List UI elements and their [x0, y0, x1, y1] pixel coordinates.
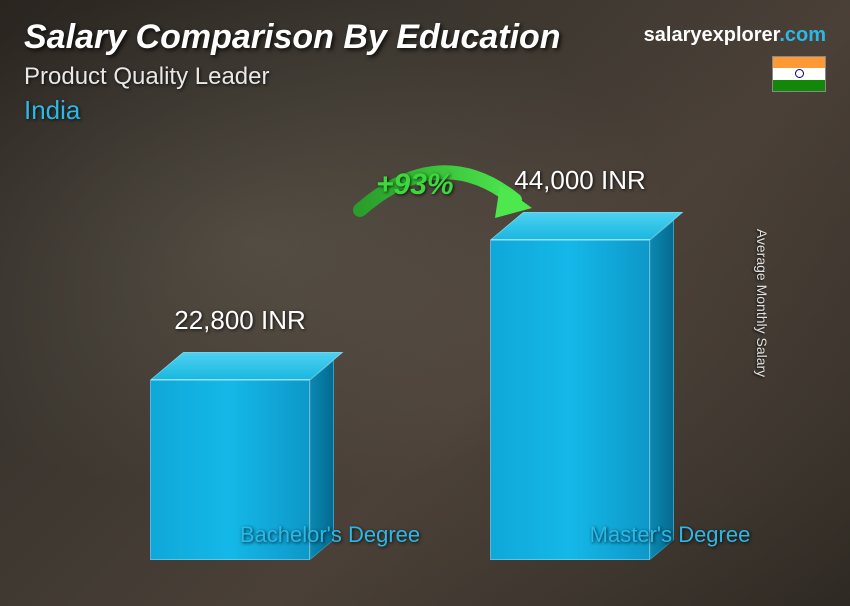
bar-side [650, 220, 674, 560]
brand-logo: salaryexplorer.com [644, 24, 826, 47]
brand-suffix: .com [779, 24, 826, 46]
bar-value: 22,800 INR [140, 305, 340, 336]
chart-country: India [24, 95, 826, 126]
flag-stripe-saffron [773, 57, 825, 68]
country-flag-icon [772, 56, 826, 92]
y-axis-label: Average Monthly Salary [754, 229, 770, 377]
bar-top [150, 352, 343, 380]
bar-label-bachelors: Bachelor's Degree [220, 522, 440, 548]
flag-chakra-icon [795, 69, 804, 78]
chart-subtitle: Product Quality Leader [24, 63, 826, 91]
flag-stripe-green [773, 80, 825, 91]
bar-front [490, 240, 650, 560]
flag-stripe-white [773, 68, 825, 79]
brand-name: salaryexplorer [644, 24, 780, 46]
bar-label-masters: Master's Degree [560, 522, 780, 548]
increase-percentage: +93% [376, 168, 454, 202]
